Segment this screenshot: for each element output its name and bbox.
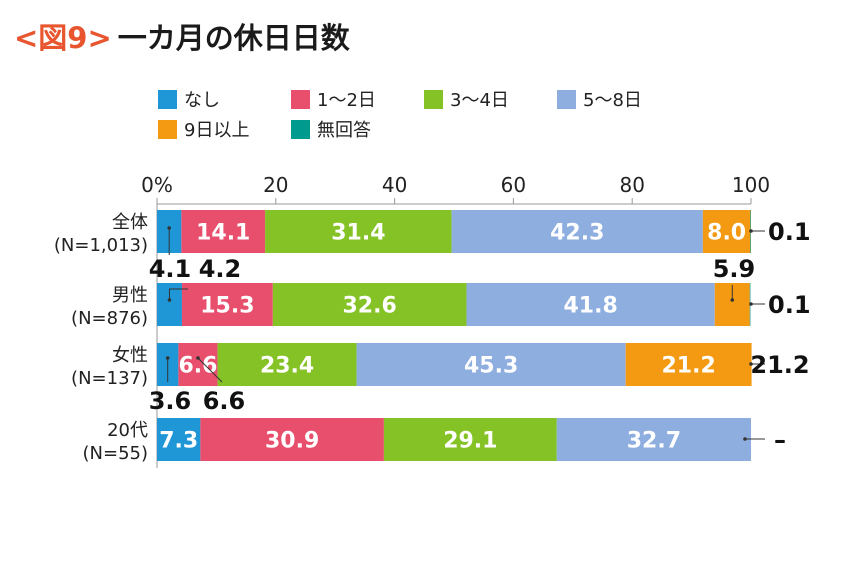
bar-4-1 — [157, 418, 201, 461]
data-label-1-6: 0.1 — [768, 218, 811, 246]
category-label-2: 男性 — [112, 285, 148, 306]
leader-4-5-dot — [743, 437, 747, 441]
data-label-2-1: 4.2 — [199, 255, 242, 283]
x-tick-label-20: 20 — [263, 173, 288, 197]
x-tick-label-60: 60 — [501, 173, 526, 197]
bar-4-3 — [383, 418, 557, 461]
leader-1-1-dot — [167, 226, 171, 230]
bar-4-2 — [200, 418, 384, 461]
data-label-3-4: 45.3 — [464, 354, 518, 379]
data-label-1-1: 4.1 — [149, 255, 192, 283]
data-label-4-5: – — [774, 426, 786, 454]
x-tick-label-40: 40 — [382, 173, 407, 197]
data-label-2-2: 15.3 — [200, 294, 254, 319]
bar-1-4 — [451, 210, 703, 253]
legend-swatch-1 — [158, 90, 177, 109]
data-label-4-2: 30.9 — [265, 429, 319, 454]
bar-1-2 — [181, 210, 266, 253]
data-label-2-4: 41.8 — [563, 294, 617, 319]
bar-1-3 — [265, 210, 452, 253]
bar-2-3 — [272, 283, 467, 326]
leader-3-2 — [197, 357, 223, 383]
legend-swatch-2 — [291, 90, 310, 109]
legend-label-3: 3～4日 — [450, 90, 509, 111]
title-text: 一カ月の休日日数 — [117, 21, 350, 55]
bar-3-2 — [178, 343, 218, 386]
data-label-2-3: 32.6 — [343, 294, 397, 319]
data-label-1-3: 31.4 — [331, 221, 385, 246]
data-label-4-4: 32.7 — [627, 429, 681, 454]
bar-3-3 — [217, 343, 357, 386]
bar-4-4 — [556, 418, 751, 461]
data-label-4-1: 7.3 — [159, 429, 198, 454]
leader-2-1 — [168, 288, 188, 300]
data-label-1-4: 42.3 — [550, 221, 604, 246]
leader-3-5-dot — [749, 362, 753, 366]
category-label-1: 全体 — [112, 212, 148, 233]
data-label-3-2: 6.6 — [203, 387, 246, 415]
category-n-3: (N=137) — [71, 368, 148, 389]
leader-3-2-dot — [196, 356, 200, 360]
data-label-2-6: 0.1 — [768, 291, 811, 319]
category-label-4: 20代 — [107, 420, 148, 441]
legend-label-6: 無回答 — [317, 120, 371, 141]
figure-label: <図9> — [14, 21, 112, 55]
leader-2-5-dot — [730, 298, 735, 302]
legend-label-4: 5～8日 — [583, 90, 642, 111]
leader-1-6-dot — [749, 229, 753, 233]
data-label-4-3: 29.1 — [443, 429, 497, 454]
legend-label-1: なし — [184, 90, 220, 111]
leader-3-1-dot — [165, 356, 170, 360]
bar-3-5 — [625, 343, 752, 386]
data-label-1-5: 8.0 — [707, 221, 746, 246]
legend-label-5: 9日以上 — [184, 120, 249, 141]
x-tick-label-80: 80 — [619, 173, 644, 197]
bar-2-2 — [181, 283, 273, 326]
bar-1-5 — [702, 210, 751, 253]
category-n-1: (N=1,013) — [54, 235, 148, 256]
bar-3-4 — [356, 343, 626, 386]
data-label-3-1: 3.6 — [149, 387, 192, 415]
category-n-2: (N=876) — [71, 308, 148, 329]
legend-swatch-5 — [158, 120, 177, 139]
chart-title: <図9> 一カ月の休日日数 — [14, 18, 350, 58]
bar-2-4 — [466, 283, 715, 326]
legend-swatch-6 — [291, 120, 310, 139]
legend-label-2: 1～2日 — [317, 90, 376, 111]
x-tick-label-0: 0% — [141, 173, 173, 197]
data-label-3-3: 23.4 — [260, 354, 314, 379]
data-label-3-5: 21.2 — [661, 354, 715, 379]
data-label-3-5: 21.2 — [750, 351, 809, 379]
data-label-2-5: 5.9 — [713, 255, 756, 283]
data-label-1-2: 14.1 — [196, 221, 250, 246]
leader-2-1-dot — [167, 298, 172, 302]
category-label-3: 女性 — [112, 345, 148, 366]
leader-2-6-dot — [749, 302, 753, 306]
legend-swatch-4 — [557, 90, 576, 109]
x-tick-label-100: 100 — [732, 173, 770, 197]
category-n-4: (N=55) — [83, 443, 149, 464]
legend-swatch-3 — [424, 90, 443, 109]
